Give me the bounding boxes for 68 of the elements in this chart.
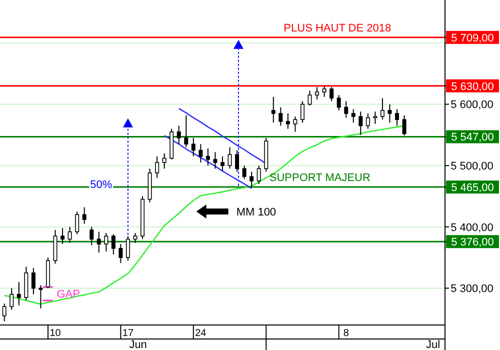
candlestick	[278, 106, 283, 126]
ref-line-label: 5 547,00	[451, 132, 494, 144]
candlestick	[366, 112, 370, 130]
candlestick	[118, 244, 123, 264]
candlestick	[380, 98, 384, 120]
candlestick	[31, 267, 36, 295]
candlestick	[271, 96, 276, 124]
candlestick	[388, 104, 392, 124]
annotation: MM 100	[236, 206, 276, 219]
x-tick-label: 24	[195, 328, 207, 339]
candlestick	[250, 171, 254, 188]
text: Jul	[426, 339, 440, 350]
candlestick	[82, 206, 86, 224]
candlestick	[395, 108, 400, 126]
candlestick	[68, 226, 72, 244]
candlestick	[133, 232, 138, 244]
candlestick	[191, 137, 196, 157]
candlestick	[235, 150, 240, 172]
ref-line-label: 5 376,00	[451, 236, 494, 249]
candlestick	[228, 146, 232, 170]
y-tick-label: 5 600,00	[450, 99, 494, 112]
y-tick-label: 5 300,00	[450, 283, 494, 296]
annotation: GAP	[56, 288, 80, 301]
candlestick	[198, 144, 203, 163]
candlestick	[104, 232, 108, 252]
candlestick	[111, 234, 116, 255]
candlestick	[126, 236, 130, 262]
candlestick	[206, 148, 210, 166]
y-tick-label: 5 400,00	[450, 222, 494, 234]
candlestick	[176, 125, 181, 145]
candlestick	[75, 211, 80, 235]
candlestick	[330, 86, 334, 102]
candlestick	[336, 94, 341, 111]
candlestick	[220, 156, 224, 171]
candlestick	[358, 111, 363, 136]
candlestick	[10, 288, 14, 310]
candlestick	[351, 108, 356, 124]
annotation: PLUS HAUT DE 2018	[284, 22, 392, 34]
candlestick	[300, 100, 304, 124]
candlestick	[184, 114, 188, 148]
candlestick	[155, 156, 160, 178]
candlestick	[60, 228, 65, 245]
candlestick	[315, 86, 320, 100]
candlestick	[256, 165, 261, 184]
x-tick-label: 10	[50, 328, 62, 339]
ref-line-label: 5 465,00	[451, 182, 494, 194]
candlestick	[242, 165, 246, 180]
candlestick	[373, 111, 378, 124]
candlestick	[308, 90, 312, 106]
text: Jun	[129, 339, 147, 350]
candlestick	[402, 114, 406, 136]
candlestick	[38, 284, 43, 309]
x-tick-label: 8	[343, 328, 350, 339]
line-series	[164, 134, 252, 189]
ref-line-label: 5 630,00	[451, 80, 494, 93]
ref-line-label: 5 709,00	[451, 32, 494, 44]
candlestick	[322, 85, 326, 98]
candlestick	[96, 231, 101, 254]
candlestick	[286, 112, 290, 130]
candlestick	[293, 116, 298, 132]
annotation: SUPPORT MAJEUR	[269, 172, 371, 184]
x-tick-label: 17	[122, 328, 134, 339]
candlestick	[162, 152, 166, 170]
candlestick	[90, 226, 94, 246]
candlestick	[213, 152, 218, 170]
candlestick	[16, 282, 21, 306]
candlestick	[344, 100, 348, 118]
y-tick-label: 5 500,00	[450, 160, 494, 173]
